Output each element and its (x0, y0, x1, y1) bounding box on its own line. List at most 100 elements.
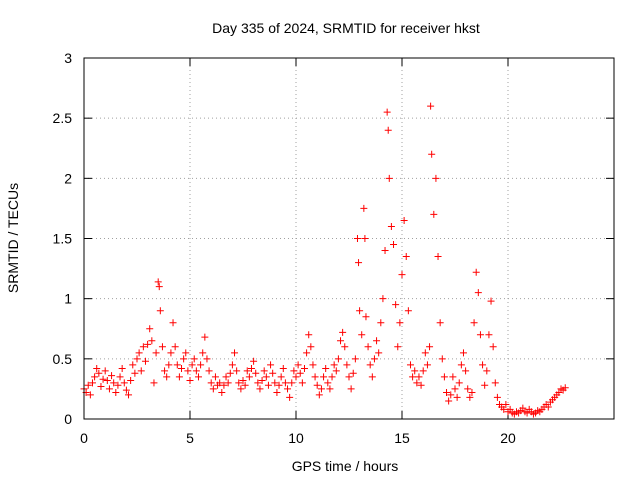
data-point (370, 355, 378, 363)
data-point (235, 379, 243, 387)
data-point (320, 373, 328, 381)
data-point (233, 367, 241, 375)
data-point (286, 393, 294, 401)
data-point (122, 386, 130, 394)
data-point (175, 373, 183, 381)
data-points (80, 102, 569, 418)
data-point (423, 361, 431, 369)
data-point (394, 343, 402, 351)
data-point (383, 108, 391, 116)
data-point (434, 253, 442, 261)
data-point (313, 381, 321, 389)
data-point (360, 204, 368, 212)
data-point (402, 253, 410, 261)
data-point (211, 373, 219, 381)
data-point (218, 389, 226, 397)
data-point (476, 331, 484, 339)
data-point (155, 283, 163, 291)
data-point (154, 278, 162, 286)
data-point (428, 150, 436, 158)
data-point (406, 361, 414, 369)
data-point (411, 367, 419, 375)
data-point (127, 376, 135, 384)
data-point (146, 325, 154, 333)
data-point (273, 389, 281, 397)
x-tick-label: 15 (394, 430, 410, 446)
data-point (438, 355, 446, 363)
data-point (364, 343, 372, 351)
data-point (373, 337, 381, 345)
data-point (188, 361, 196, 369)
data-point (392, 301, 400, 309)
data-point (387, 222, 395, 230)
data-point (180, 355, 188, 363)
data-point (116, 373, 124, 381)
data-point (290, 367, 298, 375)
data-point (139, 343, 147, 351)
data-point (330, 361, 338, 369)
data-point (169, 319, 177, 327)
data-point (144, 340, 152, 348)
data-point (474, 289, 482, 297)
data-point (337, 337, 345, 345)
data-point (355, 259, 363, 267)
data-point (341, 343, 349, 351)
data-point (262, 373, 270, 381)
data-point (84, 381, 92, 389)
data-point (345, 373, 353, 381)
data-point (108, 372, 116, 380)
data-point (362, 313, 370, 321)
data-point (133, 355, 141, 363)
data-point (101, 367, 109, 375)
data-point (523, 409, 531, 417)
data-point (502, 401, 510, 409)
data-point (216, 379, 224, 387)
data-point (491, 379, 499, 387)
data-point (161, 367, 169, 375)
data-point (368, 373, 376, 381)
data-point (379, 295, 387, 303)
data-point (178, 364, 186, 372)
data-point (400, 216, 408, 224)
data-point (479, 361, 487, 369)
data-point (358, 331, 366, 339)
axis-ticks: 0 0.5 1 1.5 2 2.5 3 0 5 10 15 20 (53, 50, 614, 446)
data-point (303, 349, 311, 357)
data-point (194, 373, 202, 381)
data-point (466, 393, 474, 401)
data-point (409, 373, 417, 381)
data-point (245, 373, 253, 381)
data-point (167, 349, 175, 357)
data-point (192, 367, 200, 375)
data-point (413, 379, 421, 387)
data-point (186, 376, 194, 384)
x-tick-label: 5 (186, 430, 194, 446)
x-axis-label: GPS time / hours (292, 458, 399, 474)
data-point (436, 319, 444, 327)
data-point (519, 404, 527, 412)
data-point (288, 379, 296, 387)
data-point (326, 385, 334, 393)
data-point (375, 349, 383, 357)
data-point (485, 331, 493, 339)
data-point (309, 361, 317, 369)
y-tick-label: 0.5 (53, 351, 73, 367)
data-point (141, 357, 149, 365)
data-point (440, 373, 448, 381)
data-point (453, 393, 461, 401)
data-point (468, 389, 476, 397)
data-point (226, 369, 234, 377)
data-point (231, 349, 239, 357)
data-point (351, 355, 359, 363)
data-point (353, 235, 361, 242)
data-point (317, 385, 325, 393)
data-point (419, 367, 427, 375)
data-point (555, 389, 563, 397)
data-point (228, 361, 236, 369)
data-point (224, 379, 232, 387)
data-point (243, 367, 251, 375)
data-point (103, 376, 111, 384)
data-point (110, 379, 118, 387)
data-point (114, 381, 122, 389)
data-point (390, 241, 398, 249)
